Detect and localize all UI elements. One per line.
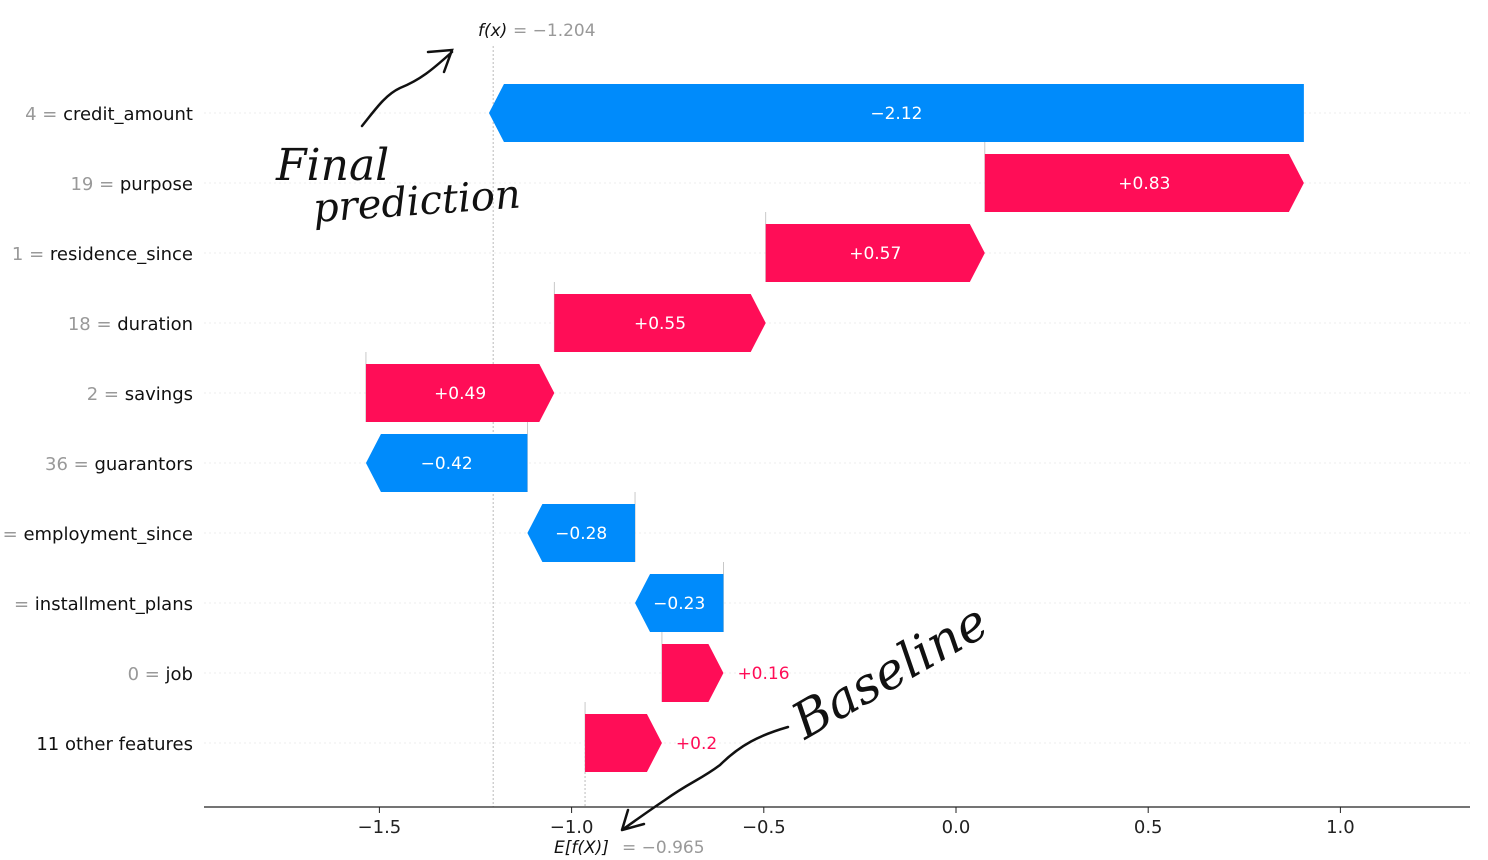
bar-value-label: +0.16 — [737, 664, 789, 684]
feature-name: residence_since — [50, 244, 193, 265]
bar-value-label: +0.55 — [634, 314, 686, 334]
x-tick-label: 0.5 — [1134, 817, 1163, 838]
bar-value-label: +0.2 — [676, 734, 717, 754]
final-prediction-arrow — [360, 48, 454, 128]
bar-value-label: +0.49 — [434, 384, 486, 404]
feature-value: 4 = — [25, 104, 63, 125]
x-tick-label: −1.5 — [358, 817, 402, 838]
baseline-arrow — [620, 725, 790, 832]
bar-job — [661, 644, 724, 702]
fx-label: f(x) — [478, 21, 507, 41]
feature-name: duration — [117, 314, 193, 335]
bar-employment_since — [527, 504, 636, 562]
bar-savings — [365, 364, 555, 422]
feature-label: = employment_since — [3, 524, 193, 545]
x-tick-label: 0.0 — [942, 817, 971, 838]
bar-value-label: −2.12 — [870, 104, 922, 124]
bar-value-label: −0.42 — [421, 454, 473, 474]
x-tick-label: −1.0 — [550, 817, 594, 838]
feature-name: employment_since — [23, 524, 193, 545]
bar-value-label: +0.83 — [1118, 174, 1170, 194]
feature-name: purpose — [120, 174, 193, 195]
x-tick-label: 1.0 — [1326, 817, 1355, 838]
feature-value: 1 = — [12, 244, 50, 265]
feature-name: guarantors — [94, 454, 193, 475]
feature-name: savings — [125, 384, 193, 405]
feature-value: 18 = — [68, 314, 117, 335]
feature-label: 19 = purpose — [70, 174, 193, 195]
annotation-baseline: Baseline — [781, 592, 998, 751]
feature-label: 36 = guarantors — [45, 454, 193, 475]
feature-name: installment_plans — [35, 594, 193, 615]
feature-value: = — [14, 594, 35, 615]
feature-value: 19 = — [70, 174, 119, 195]
feature-name: credit_amount — [63, 104, 193, 125]
feature-value: 36 = — [45, 454, 94, 475]
bar-credit_amount — [488, 84, 1304, 142]
feature-label: = installment_plans — [14, 594, 193, 615]
base-label: E[f(X)] — [554, 838, 609, 858]
bar-residence_since — [765, 224, 985, 282]
feature-name: job — [165, 664, 193, 685]
bar-value-label: −0.23 — [653, 594, 705, 614]
bar-installment_plans — [635, 574, 724, 632]
bar-11-other-features — [585, 714, 662, 772]
feature-label: 4 = credit_amount — [25, 104, 193, 125]
feature-value: 0 = — [128, 664, 166, 685]
feature-label: 18 = duration — [68, 314, 193, 335]
bar-purpose — [984, 154, 1304, 212]
bar-value-label: −0.28 — [555, 524, 607, 544]
bar-duration — [554, 294, 766, 352]
feature-value: 2 = — [87, 384, 125, 405]
bar-guarantors — [365, 434, 528, 492]
annotation-final: Final — [275, 140, 389, 191]
feature-label: 2 = savings — [87, 384, 193, 405]
base-value: = −0.965 — [622, 838, 705, 858]
feature-value: = — [3, 524, 24, 545]
feature-label: 1 = residence_since — [12, 244, 193, 265]
bar-value-label: +0.57 — [849, 244, 901, 264]
feature-label: 11 other features — [36, 734, 193, 755]
fx-value: = −1.204 — [513, 21, 596, 41]
feature-label: 0 = job — [128, 664, 193, 685]
x-tick-label: −0.5 — [742, 817, 786, 838]
feature-name: 11 other features — [36, 734, 193, 755]
